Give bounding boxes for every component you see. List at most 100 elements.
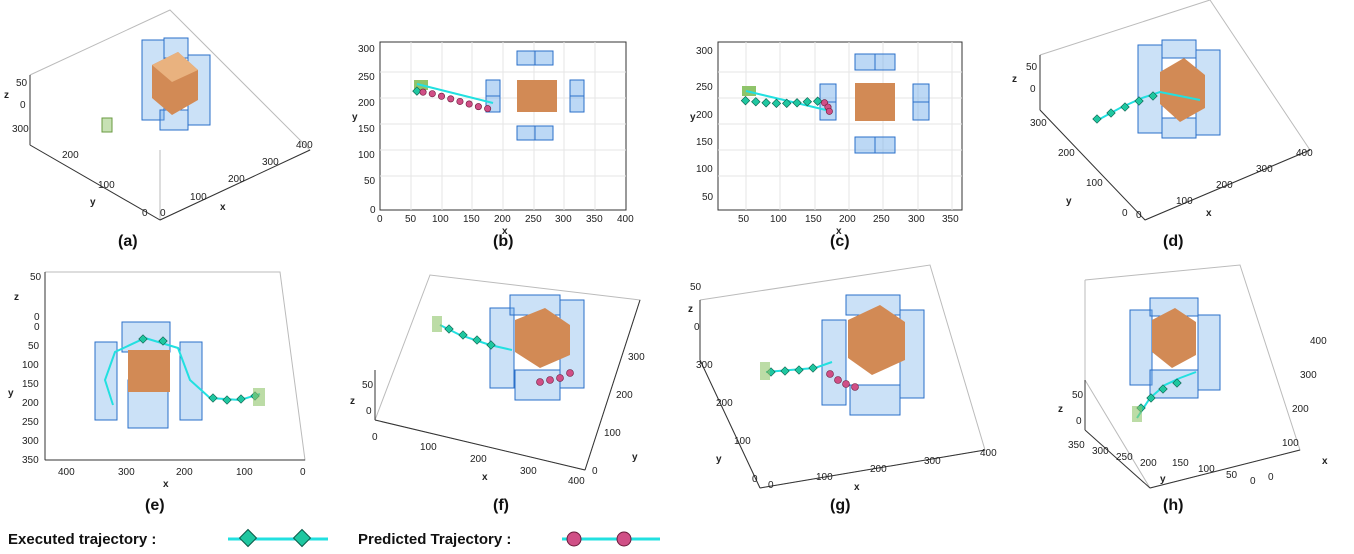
axis-g-z: z	[688, 304, 693, 315]
tick-c-x-350: 350	[942, 214, 959, 225]
tick-h-z-0: 0	[1076, 416, 1082, 427]
tick-h-y-50: 50	[1226, 470, 1238, 481]
plot-f-obstacles	[489, 294, 585, 401]
tick-c-x-100: 100	[770, 214, 787, 225]
tick-c-x-250: 250	[873, 214, 890, 225]
tick-f-x-400: 400	[568, 476, 585, 487]
axis-c-x: x	[836, 226, 842, 237]
tick-g-x-300: 300	[924, 456, 941, 467]
plot-a-start	[101, 117, 113, 133]
panel-label-d: (d)	[1163, 233, 1183, 250]
tick-d-x-100: 100	[1176, 196, 1193, 207]
plot-a-axes	[29, 9, 311, 221]
plot-d-axes	[1039, 0, 1311, 221]
axis-e-z: z	[14, 292, 19, 303]
tick-e-y-250: 250	[22, 417, 39, 428]
tick-e-y-300: 300	[22, 436, 39, 447]
tick-d-y-0: 0	[1122, 208, 1128, 219]
panel-label-b: (b)	[493, 233, 513, 250]
predicted-point	[825, 107, 833, 115]
panel-b: 0 50 100 150 200 250 300 350 400 0 50 10…	[352, 41, 634, 250]
axis-h-y: y	[1160, 474, 1166, 485]
tick-h-x-400: 400	[1310, 336, 1327, 347]
tick-h-x-300: 300	[1300, 370, 1317, 381]
plot-f-markers	[444, 324, 496, 350]
tick-b-x-50: 50	[405, 214, 417, 225]
tick-g-z-50: 50	[690, 282, 702, 293]
tick-b-x-0: 0	[377, 214, 383, 225]
tick-b-x-150: 150	[463, 214, 480, 225]
tick-b-y-250: 250	[358, 72, 375, 83]
tick-a-y-0: 0	[142, 208, 148, 219]
legend-executed-label: Executed trajectory :	[8, 531, 156, 548]
tick-f-x-0: 0	[372, 432, 378, 443]
axis-c-y: y	[690, 112, 696, 123]
plot-g-target	[848, 305, 905, 375]
tick-a-x-100: 100	[190, 192, 207, 203]
tick-d-z-0: 0	[1030, 84, 1036, 95]
plot-c-obstacles	[819, 53, 930, 154]
tick-e-y-0: 0	[34, 312, 40, 323]
plot-h-target	[1152, 308, 1196, 368]
plot-g-predicted	[826, 370, 859, 391]
tick-e-z-50: 50	[30, 272, 42, 283]
tick-b-x-250: 250	[525, 214, 542, 225]
tick-a-x-0: 0	[160, 208, 166, 219]
tick-g-x-100: 100	[816, 472, 833, 483]
tick-c-x-150: 150	[805, 214, 822, 225]
tick-e-z-0: 0	[34, 322, 40, 333]
tick-h-z-50: 50	[1072, 390, 1084, 401]
tick-e-x-200: 200	[176, 467, 193, 478]
tick-e-y-50: 50	[28, 341, 40, 352]
tick-h-x-200: 200	[1292, 404, 1309, 415]
tick-h-y-350: 350	[1068, 440, 1085, 451]
plot-b-line	[416, 83, 494, 104]
plot-g-start	[760, 362, 770, 380]
axis-g-y: y	[716, 454, 722, 465]
tick-e-x-400: 400	[58, 467, 75, 478]
tick-d-x-300: 300	[1256, 164, 1273, 175]
tick-b-x-300: 300	[555, 214, 572, 225]
axis-f-x: x	[482, 472, 488, 483]
tick-c-y-250: 250	[696, 82, 713, 93]
tick-e-y-200: 200	[22, 398, 39, 409]
tick-h-y-150: 150	[1172, 458, 1189, 469]
executed-point	[812, 96, 823, 106]
tick-c-y-100: 100	[696, 164, 713, 175]
tick-a-y-300: 300	[12, 124, 29, 135]
tick-f-z-50: 50	[362, 380, 374, 391]
tick-d-y-200: 200	[1058, 148, 1075, 159]
plot-c-target	[855, 83, 895, 121]
executed-point	[740, 95, 751, 106]
panel-c: 50 100 150 200 250 300 350 50 100 150 20…	[690, 41, 963, 250]
axis-h-z: z	[1058, 404, 1063, 415]
panel-label-e: (e)	[145, 497, 165, 514]
executed-point	[771, 98, 782, 109]
panel-e: 50 0 0 50 100 150 200 250 300 350 400 30…	[8, 271, 306, 514]
plot-c-points	[740, 95, 833, 115]
plot-f-axes	[374, 274, 641, 471]
tick-a-x-200: 200	[228, 174, 245, 185]
predicted-point	[465, 100, 473, 108]
plot-e-target	[128, 350, 170, 392]
tick-f-z-0: 0	[366, 406, 372, 417]
tick-h-x-100: 100	[1282, 438, 1299, 449]
predicted-point	[428, 90, 436, 98]
plot-h-executed	[1136, 371, 1197, 419]
plot-e-start	[253, 388, 265, 406]
tick-e-y-350: 350	[22, 455, 39, 466]
tick-a-x-300: 300	[262, 157, 279, 168]
tick-d-z-50: 50	[1026, 62, 1038, 73]
plot-e-axes	[44, 271, 306, 461]
tick-h-y-200: 200	[1140, 458, 1157, 469]
tick-f-y-200: 200	[616, 390, 633, 401]
tick-b-x-100: 100	[432, 214, 449, 225]
axis-a-x: x	[220, 202, 226, 213]
tick-h-y-0: 0	[1250, 476, 1256, 487]
panel-g: 50 0 300 200 100 0 0 100 200 300 400 z y…	[688, 264, 997, 514]
tick-f-y-0: 0	[592, 466, 598, 477]
predicted-point	[456, 97, 464, 105]
plot-b-target	[517, 80, 557, 112]
axis-d-z: z	[1012, 74, 1017, 85]
legend-predicted-swatch	[562, 531, 660, 547]
